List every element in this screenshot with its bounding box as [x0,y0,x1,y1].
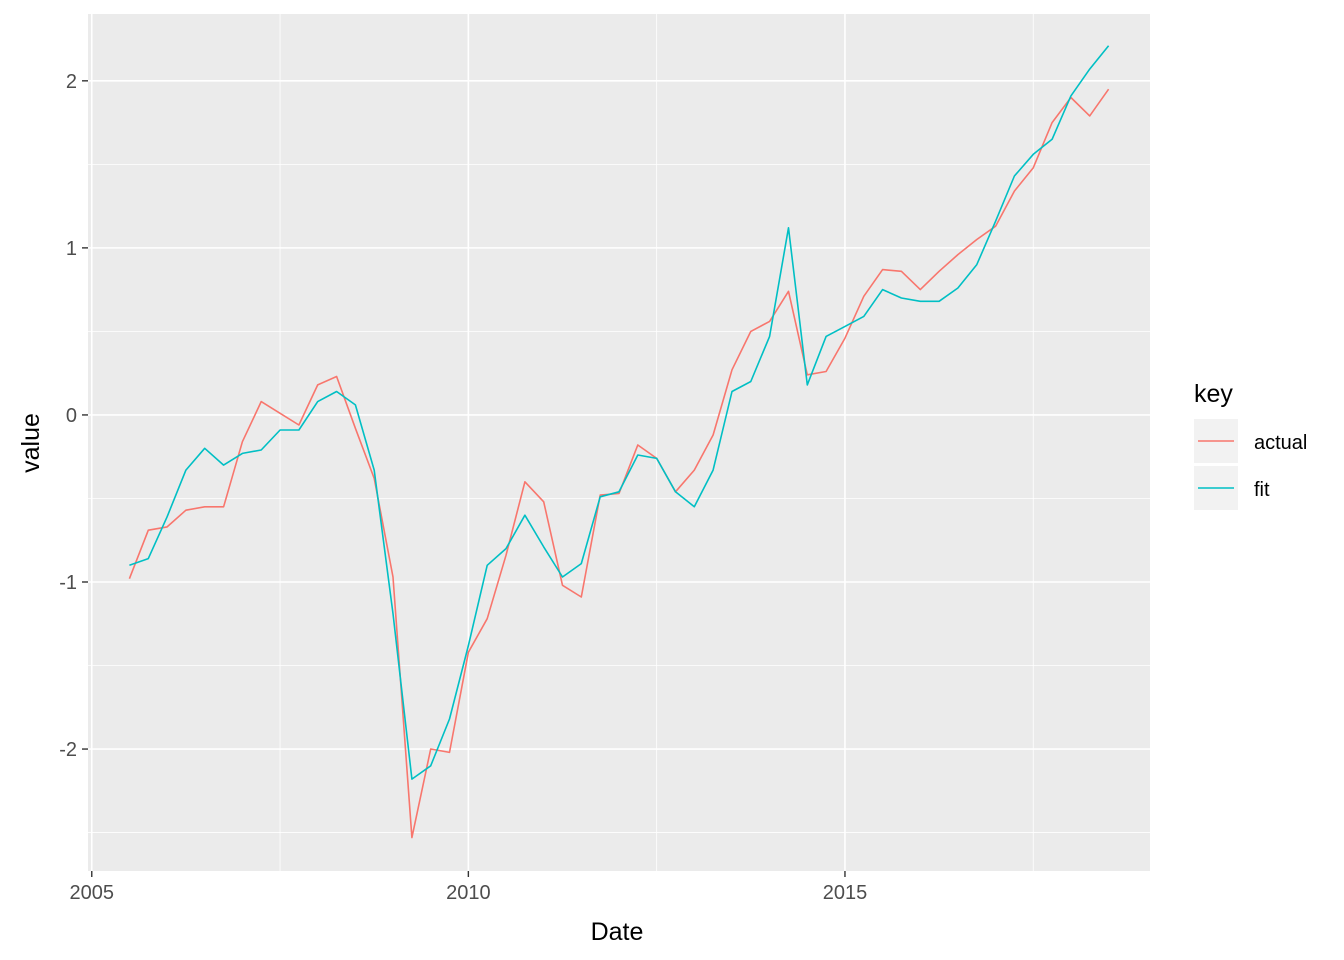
y-axis-title: value [17,413,45,473]
y-tick-label: -1 [59,572,77,594]
y-tick-label: 2 [66,71,77,93]
y-tick-label: 0 [66,405,77,427]
x-tick-label: 2015 [823,882,868,904]
legend: key actual fit [1194,380,1307,510]
series-lines [128,45,1110,839]
y-tick-label: -2 [59,739,77,761]
legend-title: key [1194,380,1233,408]
series-line-actual [128,88,1110,839]
x-axis-ticks: 2005 2010 2015 [70,871,868,904]
minor-gridlines [88,14,1150,871]
x-tick-label: 2005 [70,882,115,904]
x-tick-label: 2010 [446,882,491,904]
major-gridlines [88,14,1150,871]
y-axis-ticks: -2 -1 0 1 2 [59,71,88,761]
y-tick-label: 1 [66,238,77,260]
legend-label-fit: fit [1254,479,1270,501]
plot-panel [88,14,1150,871]
legend-label-actual: actual [1254,432,1307,454]
x-axis-title: Date [591,918,644,946]
series-line-fit [129,45,1110,780]
